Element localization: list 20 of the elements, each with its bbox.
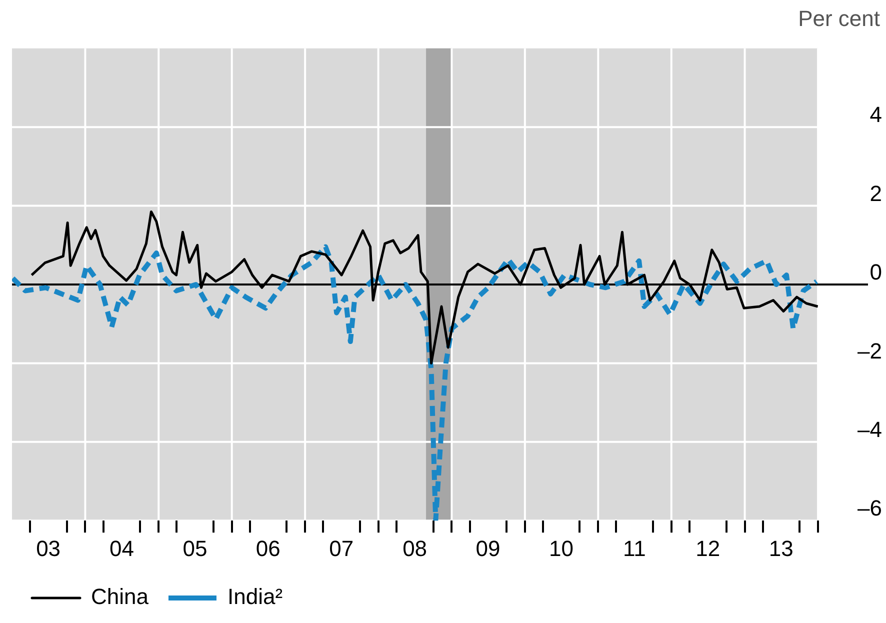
y-axis-title: Per cent — [798, 6, 880, 32]
y-tick-label: 2 — [870, 180, 882, 206]
x-tick-label: 05 — [182, 536, 208, 561]
x-tick-label: 10 — [548, 536, 574, 561]
y-tick-label: 0 — [870, 260, 882, 285]
y-tick-label: –2 — [858, 338, 882, 364]
y-tick-label: –6 — [858, 496, 882, 521]
x-tick-label: 13 — [768, 536, 794, 561]
x-tick-label: 04 — [109, 536, 134, 561]
y-tick-label: –4 — [858, 416, 882, 442]
y-tick-label: 4 — [870, 102, 882, 128]
x-tick-label: 08 — [402, 536, 428, 561]
x-tick-label: 09 — [476, 536, 500, 561]
legend-label: India² — [227, 584, 283, 610]
x-tick-label: 03 — [36, 536, 61, 561]
x-tick-label: 07 — [329, 536, 354, 561]
legend-label: China — [91, 584, 150, 610]
x-tick-label: 06 — [256, 536, 280, 561]
x-tick-label: 11 — [623, 536, 646, 561]
x-tick-label: 12 — [696, 536, 720, 561]
